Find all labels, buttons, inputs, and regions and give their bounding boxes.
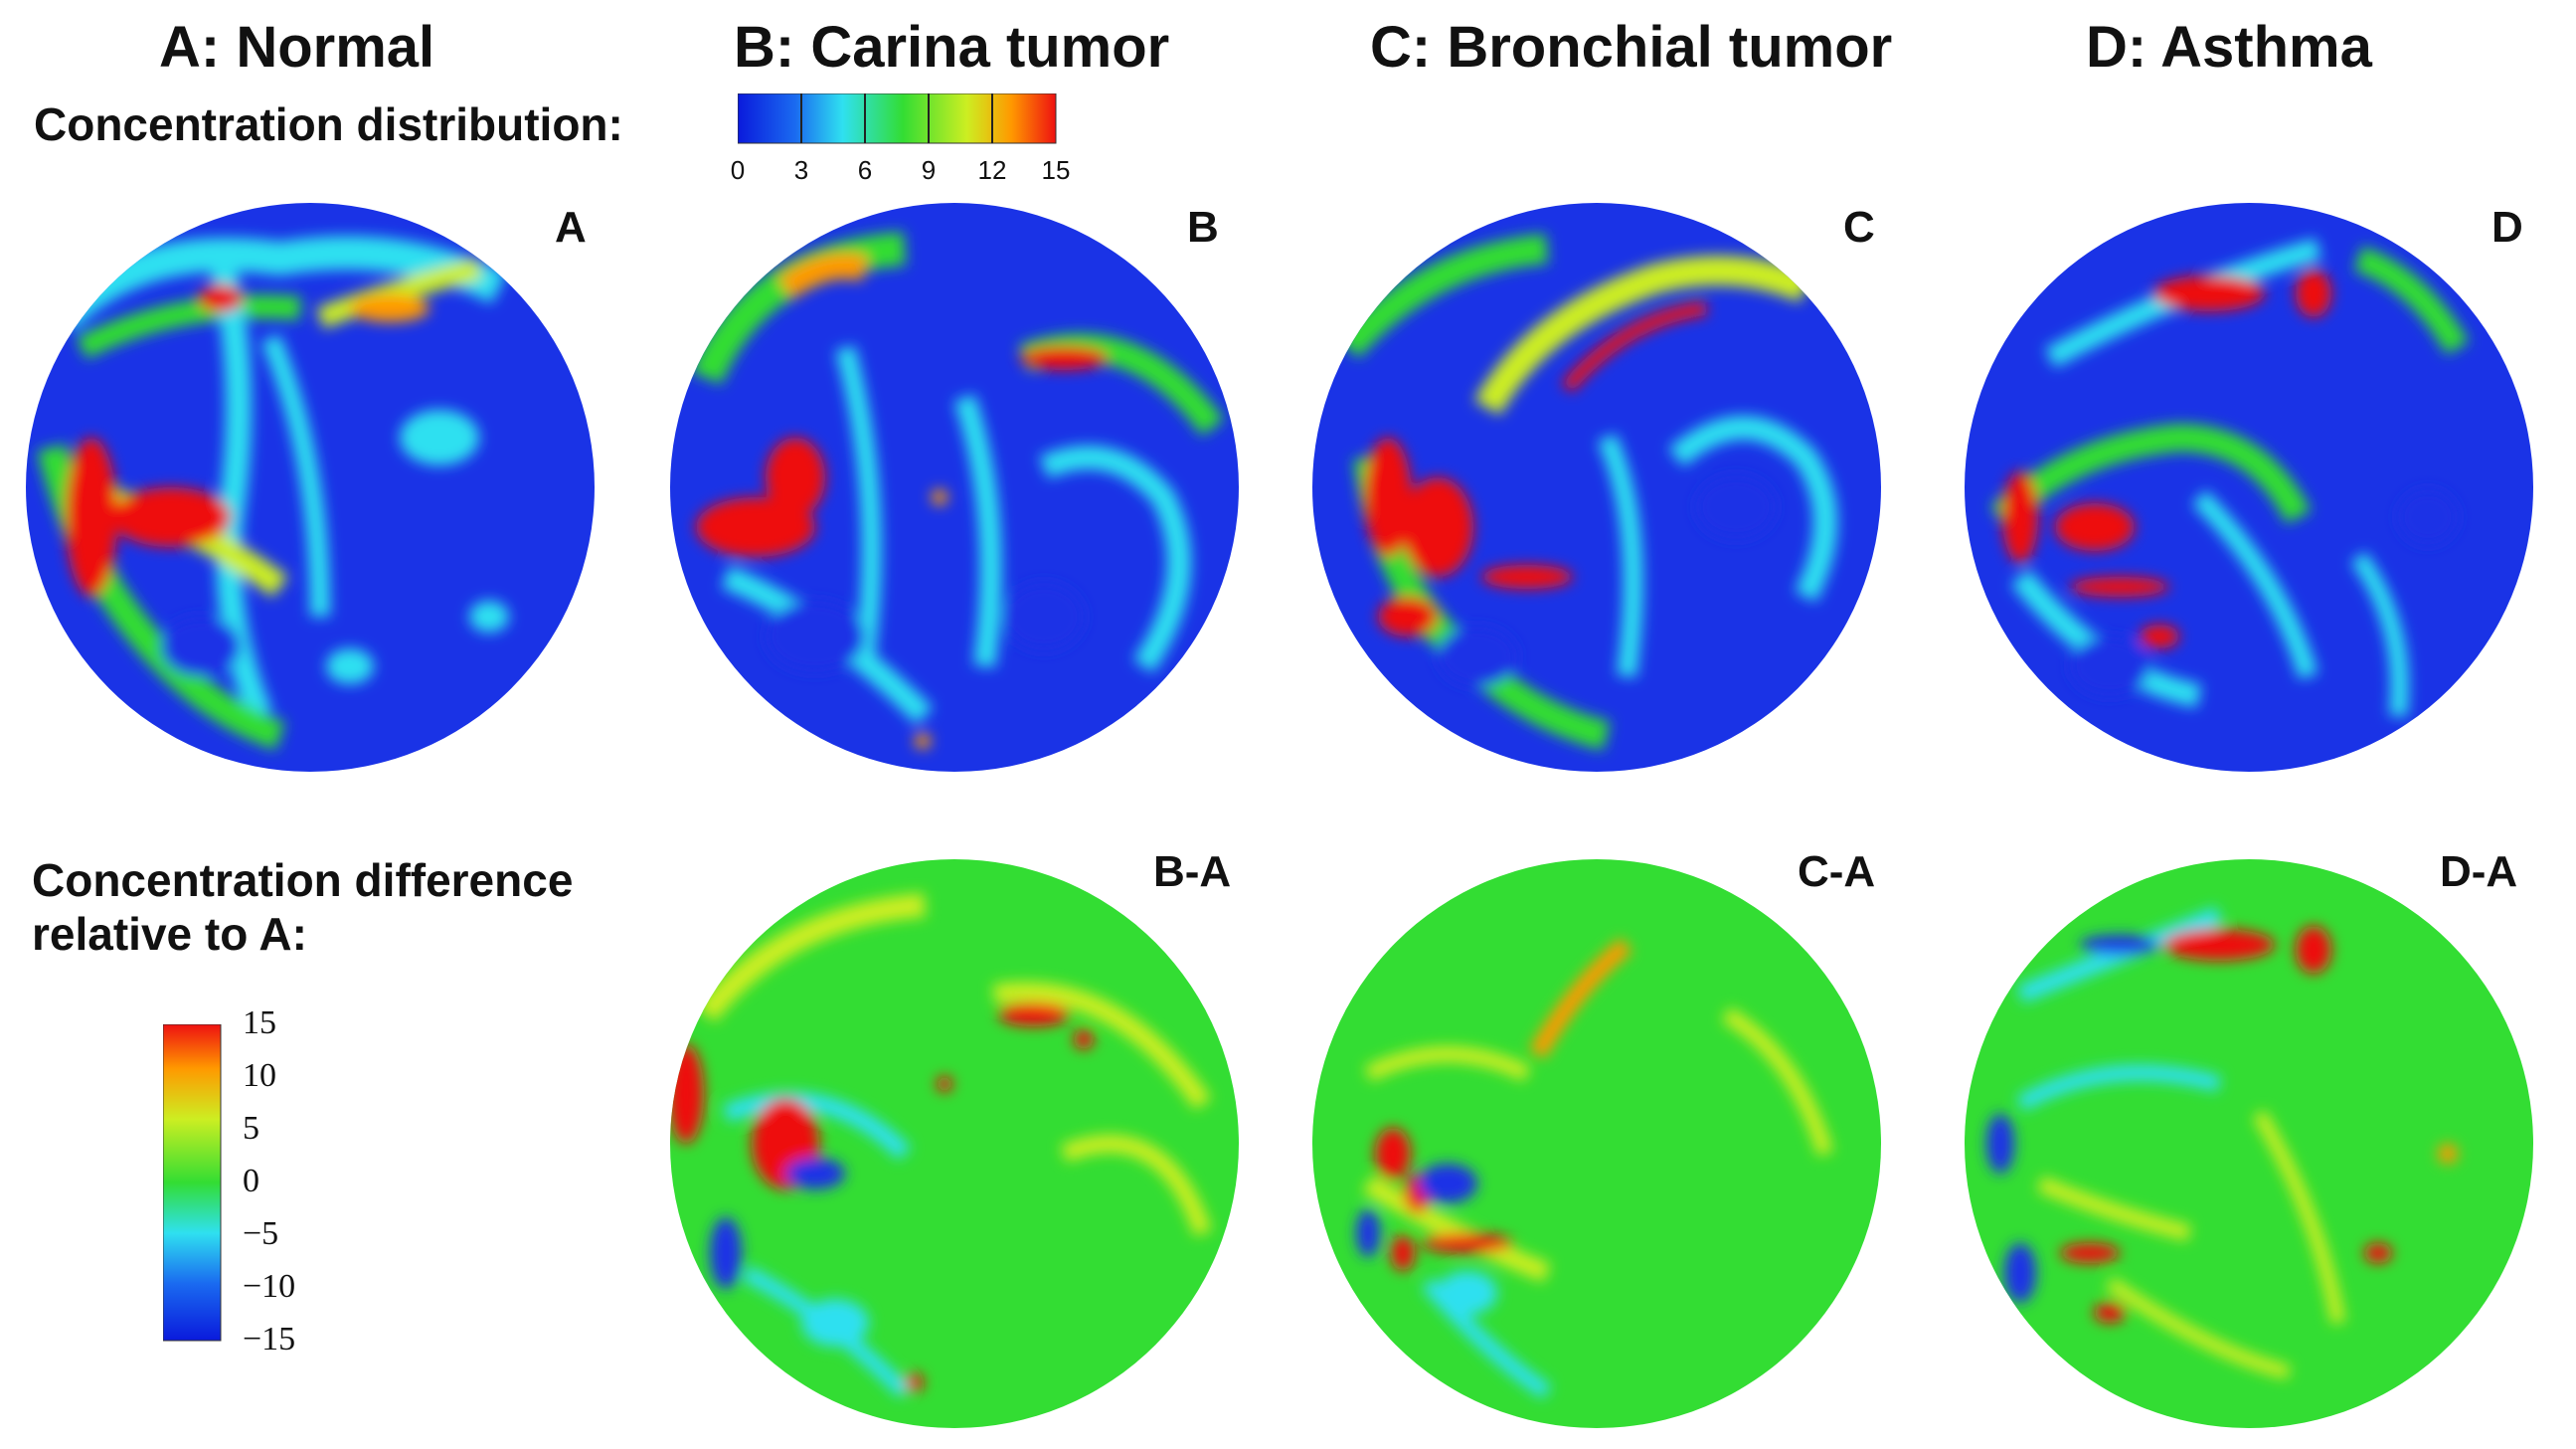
disc-carina-minus-normal bbox=[670, 859, 1239, 1428]
concentration-tick-label: 3 bbox=[793, 155, 809, 185]
disc-asthma bbox=[1965, 203, 2533, 772]
concentration-label: Concentration distribution: bbox=[34, 98, 623, 150]
disc-bronchial-minus-normal bbox=[1312, 859, 1881, 1428]
title-asthma: D: Asthma bbox=[2086, 15, 2372, 80]
panel-tag-a: A bbox=[555, 203, 587, 252]
panel-tag-c: C bbox=[1843, 203, 1875, 252]
concentration-tick-label: 0 bbox=[730, 155, 746, 185]
panel-tag-c-minus-a: C-A bbox=[1798, 847, 1876, 896]
difference-label-line1: Concentration difference bbox=[32, 854, 574, 906]
title-carina-tumor: B: Carina tumor bbox=[734, 15, 1170, 80]
disc-asthma-minus-normal bbox=[1965, 859, 2533, 1428]
concentration-tick-label: 6 bbox=[857, 155, 873, 185]
panel-tag-d-minus-a: D-A bbox=[2440, 847, 2518, 896]
difference-tick-label: 0 bbox=[243, 1163, 259, 1199]
difference-tick-label: 5 bbox=[243, 1110, 259, 1147]
disc-normal bbox=[26, 203, 595, 772]
difference-colorbar bbox=[163, 1024, 222, 1342]
panel-tag-b-minus-a: B-A bbox=[1153, 847, 1232, 896]
title-normal: A: Normal bbox=[159, 15, 435, 80]
difference-tick-label: 15 bbox=[243, 1004, 276, 1041]
concentration-tick-label: 12 bbox=[977, 155, 1007, 185]
difference-label-line2: relative to A: bbox=[32, 908, 307, 960]
concentration-colorbar bbox=[738, 93, 1057, 144]
panel-tag-d: D bbox=[2491, 203, 2523, 252]
difference-tick-label: −10 bbox=[243, 1268, 296, 1305]
panel-tag-b: B bbox=[1187, 203, 1219, 252]
difference-tick-label: −5 bbox=[243, 1215, 279, 1252]
difference-tick-label: 10 bbox=[243, 1057, 276, 1094]
disc-bronchial-tumor bbox=[1312, 203, 1881, 772]
disc-carina-tumor bbox=[670, 203, 1239, 772]
title-bronchial-tumor: C: Bronchial tumor bbox=[1370, 15, 1893, 80]
difference-tick-label: −15 bbox=[243, 1321, 296, 1358]
concentration-tick-label: 9 bbox=[921, 155, 937, 185]
concentration-tick-label: 15 bbox=[1041, 155, 1071, 185]
